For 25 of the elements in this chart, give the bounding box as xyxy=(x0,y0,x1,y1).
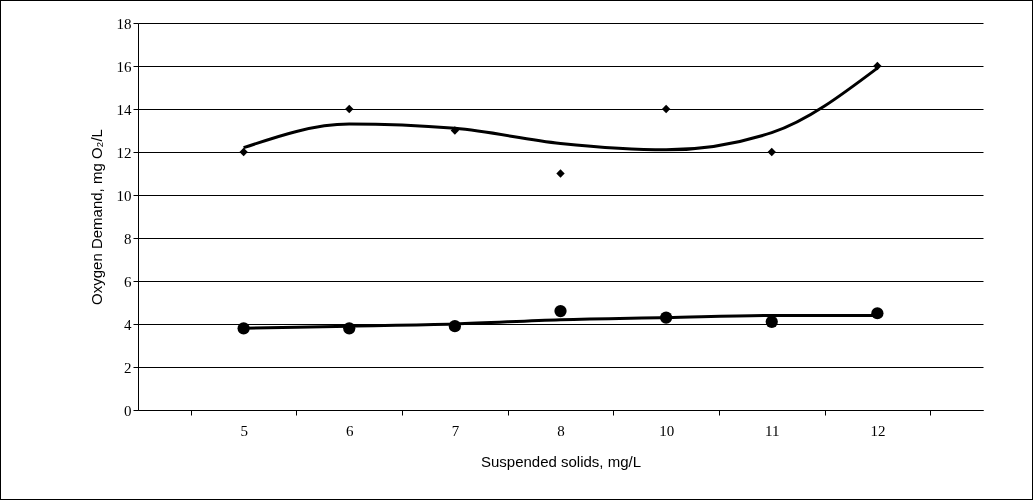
point xyxy=(554,304,567,318)
point xyxy=(345,104,354,114)
y-tick-label: 0 xyxy=(124,402,132,419)
point xyxy=(661,104,671,114)
x-tick-label: 11 xyxy=(765,422,780,439)
point xyxy=(556,169,565,178)
x-tick-label: 5 xyxy=(240,422,248,439)
y-tick-label: 6 xyxy=(124,273,132,290)
y-axis-title: Oxygen Demand, mg O₂/L xyxy=(87,129,105,305)
y-tick-label: 14 xyxy=(116,101,132,118)
y-tick-label: 4 xyxy=(124,316,132,333)
x-tick-label: 8 xyxy=(557,422,565,439)
point xyxy=(767,147,776,157)
x-tick-label: 6 xyxy=(346,422,354,439)
x-axis-title: Suspended solids, mg/L xyxy=(480,452,642,470)
y-tick-label: 18 xyxy=(116,15,132,32)
y-tick-label: 10 xyxy=(116,187,132,204)
x-tick-label: 7 xyxy=(451,422,460,439)
y-tick-label: 12 xyxy=(116,144,132,161)
y-tick-label: 2 xyxy=(124,359,132,376)
x-tick-label: 10 xyxy=(659,422,675,439)
y-tick-label: 16 xyxy=(116,58,132,75)
point xyxy=(239,147,248,157)
y-tick-label: 8 xyxy=(124,230,132,247)
x-tick-label: 12 xyxy=(870,422,886,439)
